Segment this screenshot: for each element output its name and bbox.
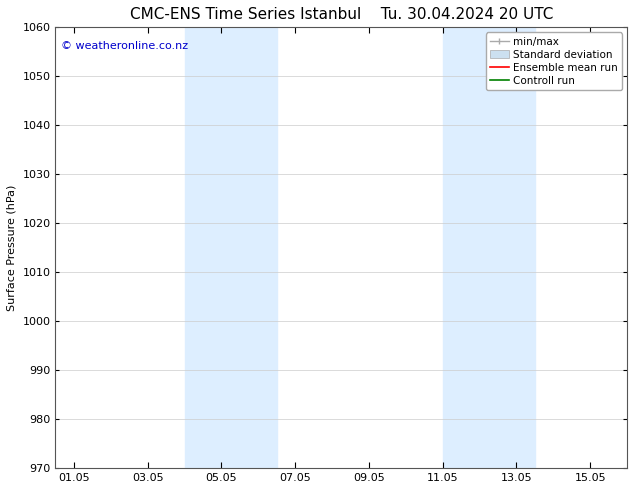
- Y-axis label: Surface Pressure (hPa): Surface Pressure (hPa): [7, 185, 17, 311]
- Text: © weatheronline.co.nz: © weatheronline.co.nz: [61, 41, 188, 50]
- Bar: [184, 27, 276, 468]
- Bar: [443, 27, 535, 468]
- Legend: min/max, Standard deviation, Ensemble mean run, Controll run: min/max, Standard deviation, Ensemble me…: [486, 32, 622, 90]
- Title: CMC-ENS Time Series Istanbul    Tu. 30.04.2024 20 UTC: CMC-ENS Time Series Istanbul Tu. 30.04.2…: [129, 7, 553, 22]
